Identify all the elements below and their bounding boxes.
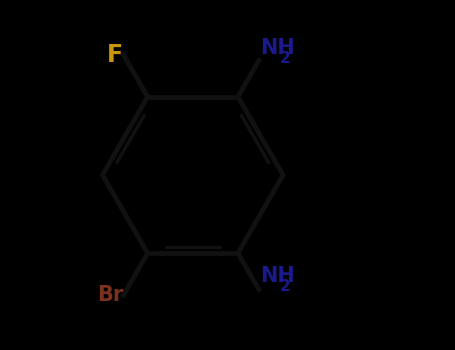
Text: NH: NH [260, 266, 294, 287]
Text: 2: 2 [280, 51, 291, 65]
Text: NH: NH [260, 38, 294, 58]
Text: 2: 2 [280, 279, 291, 294]
Text: F: F [107, 43, 123, 67]
Text: Br: Br [97, 285, 123, 305]
